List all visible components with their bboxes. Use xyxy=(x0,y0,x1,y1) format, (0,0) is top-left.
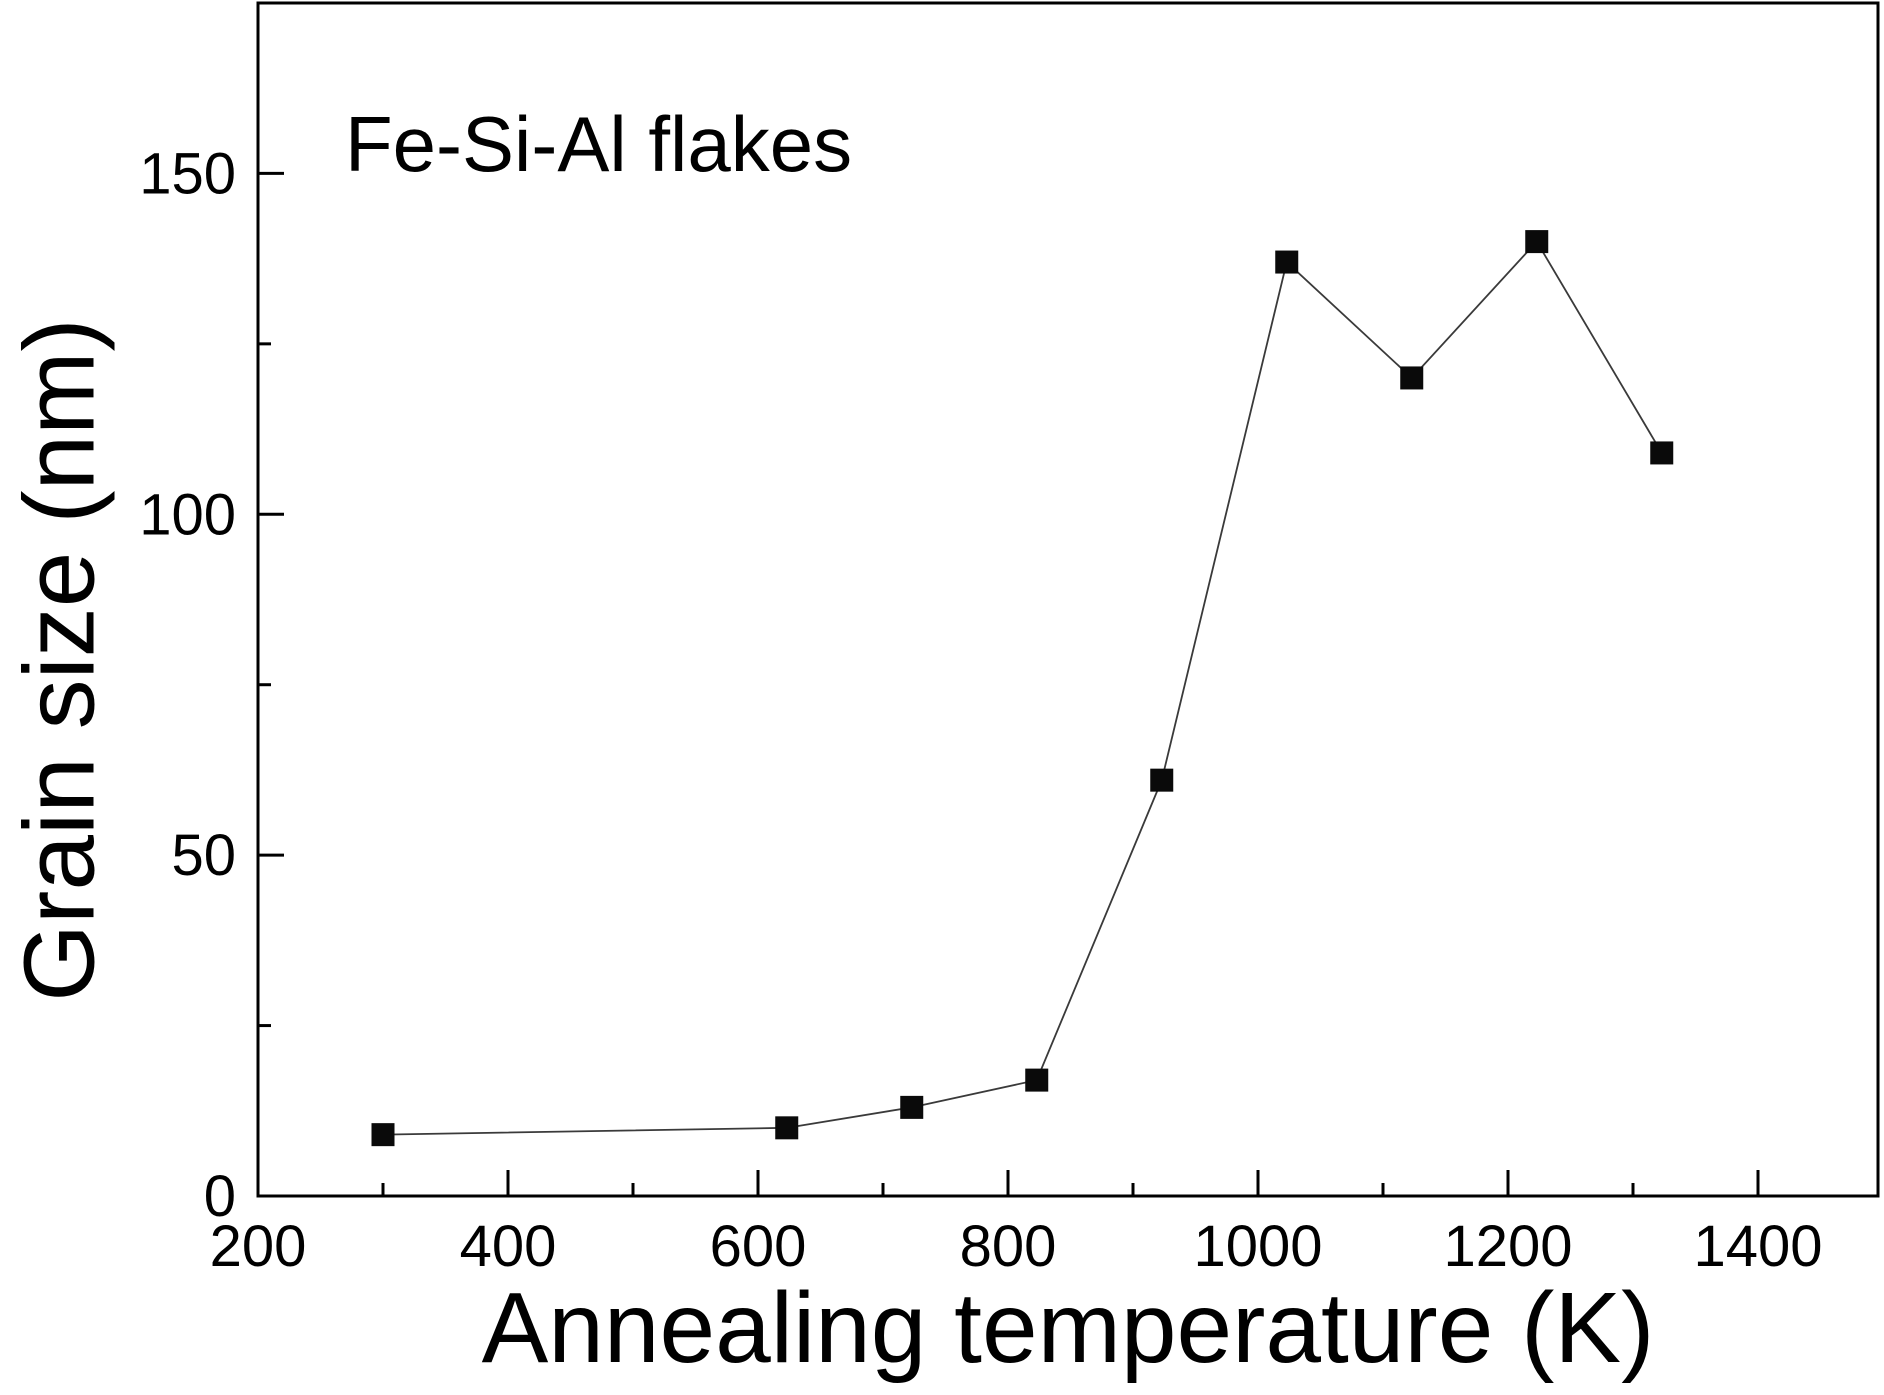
x-axis-title: Annealing temperature (K) xyxy=(481,1272,1655,1384)
y-tick-label: 0 xyxy=(204,1164,236,1229)
x-tick-label: 400 xyxy=(460,1214,557,1279)
data-point xyxy=(1275,250,1299,274)
data-point xyxy=(775,1116,799,1140)
x-tick-label: 1400 xyxy=(1693,1214,1822,1279)
data-point xyxy=(1650,441,1674,465)
plot-frame xyxy=(256,1,1880,1198)
data-point xyxy=(1400,366,1424,390)
y-axis-title: Grain size (nm) xyxy=(3,318,116,1002)
y-tick-label: 150 xyxy=(139,141,236,206)
y-tick-label: 50 xyxy=(171,823,236,888)
data-point xyxy=(900,1095,924,1119)
x-tick-label: 1000 xyxy=(1193,1214,1322,1279)
x-tick-label: 800 xyxy=(960,1214,1057,1279)
annotation-label: Fe-Si-Al flakes xyxy=(345,100,853,188)
data-point xyxy=(1025,1068,1049,1092)
y-tick-label: 100 xyxy=(139,482,236,547)
x-tick-label: 600 xyxy=(710,1214,807,1279)
x-tick-label: 1200 xyxy=(1443,1214,1572,1279)
data-point xyxy=(1525,230,1549,254)
x-tick-label: 200 xyxy=(210,1214,307,1279)
series-line xyxy=(382,240,1663,1136)
data-point xyxy=(371,1123,395,1147)
data-point xyxy=(1150,768,1174,792)
